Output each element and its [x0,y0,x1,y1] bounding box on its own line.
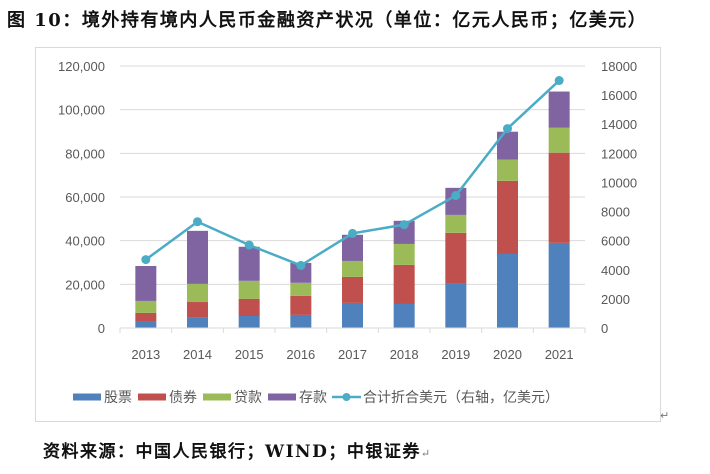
source-note: 资料来源：中国人民银行；WIND；中银证券↵ [43,437,430,462]
bar-segment-stocks [187,317,208,328]
y-left-tick-label: 80,000 [65,146,105,161]
chart-frame [35,47,661,422]
y-right-tick-label: 6000 [601,234,630,249]
x-tick-label: 2014 [183,347,212,362]
bars [135,91,570,328]
bar-segment-bonds [548,152,570,243]
bar-segment-loans [548,127,570,153]
legend-label: 存款 [299,390,327,406]
y-right-tick-label: 10000 [601,175,637,190]
bar-segment-loans [342,260,363,277]
bar-segment-stocks [548,242,570,328]
bar-segment-deposits [445,187,467,215]
legend-swatch [138,393,166,401]
y-left-tick-label: 120,000 [58,59,105,74]
bar-segment-deposits [290,262,312,283]
line-point [141,255,151,265]
bar-segment-loans [238,280,260,299]
line-point [348,228,357,238]
legend-label: 贷款 [234,390,262,406]
total-usd-line [141,76,564,270]
x-tick-label: 2016 [286,347,315,362]
source-text: 资料来源：中国人民银行；WIND；中银证券 [43,442,421,462]
legend-label: 合计折合美元（右轴，亿美元） [363,390,559,406]
bar-segment-loans [187,283,208,303]
bar-segment-deposits [135,265,157,301]
bar-segment-stocks [393,303,415,328]
bar-segment-deposits [548,91,570,128]
bar-segment-bonds [497,180,518,254]
bar-segment-loans [497,159,518,181]
x-tick-label: 2019 [441,347,470,362]
line-point [451,191,461,201]
bar-segment-loans [135,300,157,313]
y-left-tick-label: 20,000 [65,277,105,292]
bar-segment-deposits [497,131,518,160]
y-right-tick-label: 14000 [601,117,637,132]
x-axis: 2013 2014 2015 2016 2017 2018 2019 2020 2021 [119,327,586,362]
line-point [193,217,202,227]
legend-item-loans: 贷款 [203,390,262,406]
legend-label: 债券 [169,390,197,406]
legend-item-deposits: 存款 [268,390,327,406]
line-point [296,260,306,270]
legend-marker-swatch [342,393,351,401]
y-left-tick-label: 60,000 [65,190,105,205]
bar-segment-loans [290,282,312,296]
legend-swatch [73,393,101,401]
y-left-tick-label: 0 [98,321,105,336]
bar-segment-stocks [135,321,157,328]
bar-segment-loans [445,214,467,233]
paragraph-mark: ↵ [420,447,431,460]
line-point [244,240,254,250]
legend-swatch [268,393,296,401]
x-tick-label: 2018 [390,347,419,362]
legend: 股票 债券 贷款 存款 合计折合美元（右轴，亿美元） [73,390,559,406]
y-right-tick-label: 2000 [601,292,630,307]
y-left-tick-label: 100,000 [58,103,105,118]
line-point [503,124,512,134]
legend-swatch [203,393,231,401]
x-tick-label: 2021 [545,347,574,362]
bar-segment-bonds [135,312,157,322]
bar-segment-deposits [187,230,208,284]
line-point [554,76,564,86]
x-tick-label: 2017 [338,347,367,362]
bar-segment-stocks [238,315,260,328]
y-right-tick-label: 8000 [601,205,630,220]
y-right-tick-label: 18000 [601,59,637,74]
bar-segment-bonds [445,232,467,284]
x-tick-label: 2020 [493,347,522,362]
x-tick-label: 2015 [235,347,264,362]
y-right-tick-label: 16000 [601,88,637,103]
bar-segment-bonds [342,276,363,303]
y-axis-left: 0 20,000 40,000 60,000 80,000 100,000 120,000 [58,59,105,336]
paragraph-mark: ↵ [660,409,670,422]
y-right-tick-label: 0 [601,321,608,336]
figure-title: 图 10：境外持有境内人民币金融资产状况（单位：亿元人民币；亿美元） [7,10,648,31]
bar-segment-stocks [290,314,312,328]
x-tick-label: 2013 [131,347,160,362]
bar-segment-deposits [238,246,260,281]
bar-segment-stocks [497,253,518,328]
legend-item-total_usd: 合计折合美元（右轴，亿美元） [332,390,559,406]
bar-segment-stocks [445,283,467,328]
bar-segment-bonds [393,264,415,304]
legend-item-bonds: 债券 [138,390,197,406]
y-right-tick-label: 12000 [601,146,637,161]
bar-segment-loans [393,243,415,265]
line-point [399,220,409,230]
bar-segment-deposits [342,234,363,261]
bar-segment-stocks [342,302,363,328]
legend-label: 股票 [104,390,132,406]
y-axis-right: 0 2000 4000 6000 8000 10000 12000 14000 16000 180… [601,59,637,336]
legend-item-stocks: 股票 [73,390,132,406]
bar-segment-bonds [238,298,260,316]
bar-segment-bonds [187,302,208,318]
bar-segment-bonds [290,295,312,315]
y-right-tick-label: 4000 [601,263,630,278]
y-left-tick-label: 40,000 [65,234,105,249]
